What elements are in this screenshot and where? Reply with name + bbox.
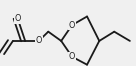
Text: O: O — [15, 14, 21, 23]
Text: O: O — [69, 21, 75, 30]
Text: O: O — [36, 36, 42, 45]
Text: O: O — [69, 52, 75, 61]
